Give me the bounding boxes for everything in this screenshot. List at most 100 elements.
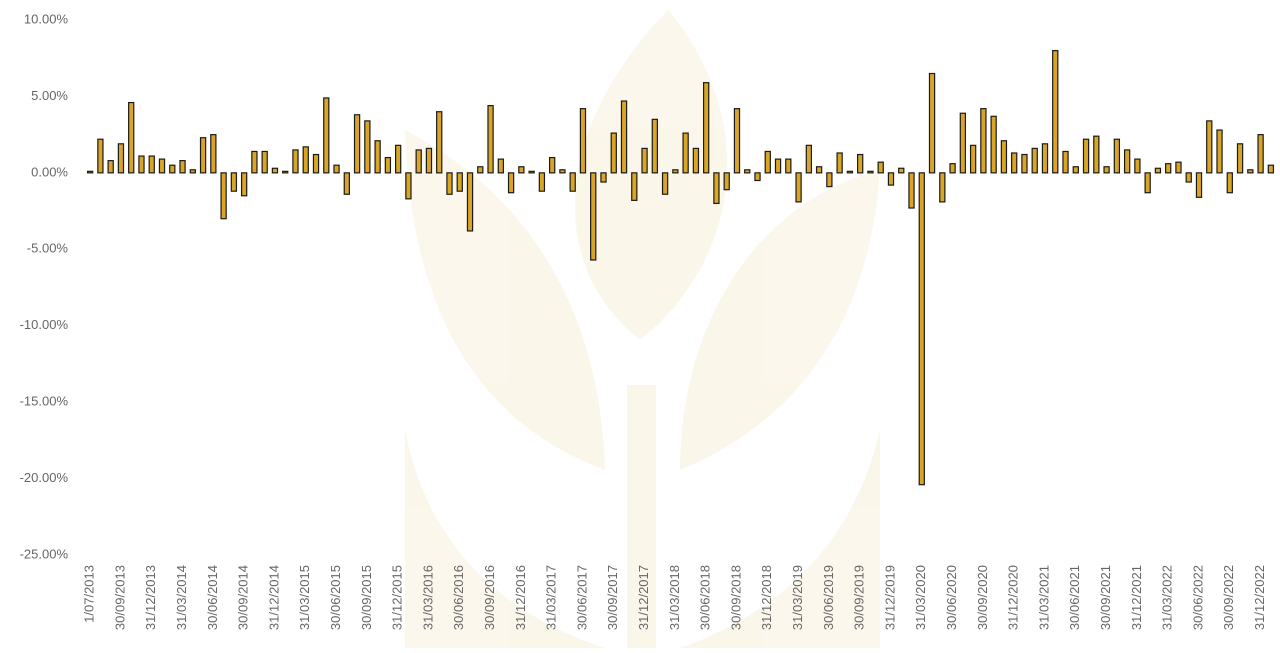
x-tick-label: 31/12/2022	[1252, 565, 1267, 630]
bar	[262, 151, 267, 172]
x-tick-label: 31/12/2016	[513, 565, 528, 630]
bar	[1207, 121, 1212, 173]
bar	[950, 164, 955, 173]
bar	[755, 173, 760, 181]
bar	[827, 173, 832, 187]
bar	[1145, 173, 1150, 193]
bar	[242, 173, 247, 196]
bar	[180, 161, 185, 173]
bar	[971, 145, 976, 173]
x-tick-label: 30/06/2022	[1190, 565, 1205, 630]
x-tick-label: 30/06/2014	[205, 565, 220, 630]
bar	[385, 158, 390, 173]
bar	[1073, 167, 1078, 173]
chart: -25.00%-20.00%-15.00%-10.00%-5.00%0.00%5…	[0, 0, 1280, 648]
bar	[201, 138, 206, 173]
bar	[642, 148, 647, 172]
y-tick-label: -20.00%	[20, 470, 69, 485]
x-tick-label: 31/03/2017	[544, 565, 559, 630]
x-tick-label: 31/03/2015	[297, 565, 312, 630]
bar	[118, 144, 123, 173]
bar	[817, 167, 822, 173]
bar	[211, 135, 216, 173]
x-tick-label: 30/06/2020	[944, 565, 959, 630]
bar	[693, 148, 698, 172]
bar	[868, 171, 873, 173]
bar	[847, 171, 852, 173]
bar	[991, 116, 996, 173]
y-tick-label: -5.00%	[27, 241, 69, 256]
bar	[1166, 164, 1171, 173]
x-tick-label: 31/03/2014	[174, 565, 189, 630]
bar	[683, 133, 688, 173]
bar	[1063, 151, 1068, 172]
bar	[796, 173, 801, 202]
bar	[765, 151, 770, 172]
bar	[1227, 173, 1232, 193]
x-tick-label: 30/06/2016	[451, 565, 466, 630]
bar	[1032, 148, 1037, 172]
bar	[375, 141, 380, 173]
bar	[1176, 162, 1181, 173]
bar	[221, 173, 226, 219]
bar	[447, 173, 452, 194]
x-tick-label: 30/09/2016	[482, 565, 497, 630]
bar	[601, 173, 606, 182]
bar	[560, 170, 565, 173]
bar	[570, 173, 575, 191]
bar	[108, 161, 113, 173]
x-tick-label: 30/09/2015	[359, 565, 374, 630]
x-tick-label: 30/09/2018	[728, 565, 743, 630]
bar	[355, 115, 360, 173]
bar	[139, 156, 144, 173]
bar	[940, 173, 945, 202]
y-tick-label: 10.00%	[24, 11, 69, 26]
x-tick-label: 30/09/2017	[605, 565, 620, 630]
bar	[1042, 144, 1047, 173]
x-tick-label: 31/03/2018	[667, 565, 682, 630]
bar	[498, 159, 503, 173]
bar	[303, 147, 308, 173]
bar	[550, 158, 555, 173]
bar	[426, 148, 431, 172]
x-tick-label: 30/06/2019	[821, 565, 836, 630]
bar	[775, 159, 780, 173]
x-tick-label: 31/12/2020	[1006, 565, 1021, 630]
bar	[1114, 139, 1119, 173]
x-tick-label: 31/12/2019	[882, 565, 897, 630]
bar	[467, 173, 472, 231]
bar	[529, 171, 534, 173]
bar	[1135, 159, 1140, 173]
bar	[129, 103, 134, 173]
x-tick-label: 1/07/2013	[82, 565, 97, 623]
bar	[334, 165, 339, 173]
x-tick-label: 31/12/2018	[759, 565, 774, 630]
bar	[344, 173, 349, 194]
bar	[293, 150, 298, 173]
x-tick-label: 31/03/2021	[1036, 565, 1051, 630]
bar	[714, 173, 719, 204]
bar	[365, 121, 370, 173]
bar	[611, 133, 616, 173]
bar	[652, 119, 657, 173]
bar	[1155, 168, 1160, 173]
bar	[919, 173, 924, 485]
bar	[272, 168, 277, 173]
y-tick-label: 0.00%	[31, 164, 68, 179]
bar	[806, 145, 811, 173]
bar	[170, 165, 175, 173]
bar	[313, 155, 318, 173]
bar	[1268, 165, 1273, 173]
x-tick-label: 31/03/2019	[790, 565, 805, 630]
bar	[519, 167, 524, 173]
bar	[1258, 135, 1263, 173]
bar	[283, 171, 288, 173]
x-tick-label: 30/06/2017	[574, 565, 589, 630]
y-tick-label: 5.00%	[31, 88, 68, 103]
bar	[734, 109, 739, 173]
bar	[786, 159, 791, 173]
bar	[252, 151, 257, 172]
bar	[745, 170, 750, 173]
bar	[580, 109, 585, 173]
x-tick-label: 31/03/2022	[1160, 565, 1175, 630]
